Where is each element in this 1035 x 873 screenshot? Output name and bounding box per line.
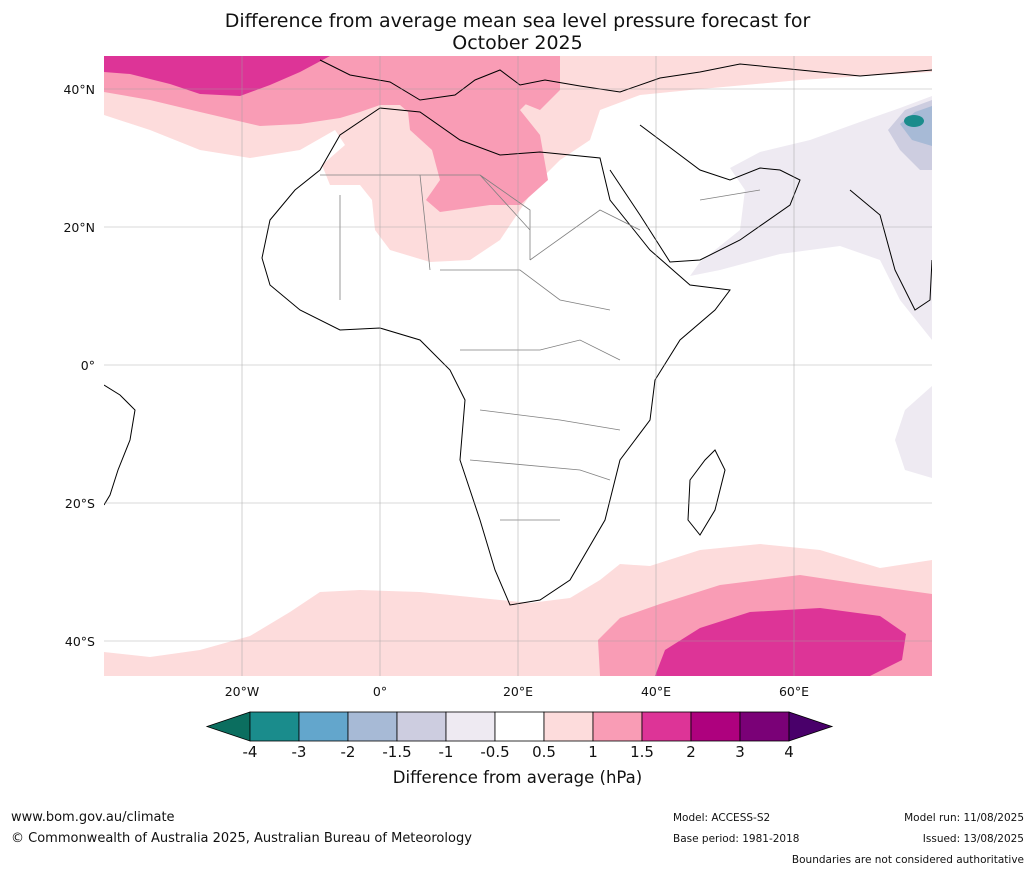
colorbar-tick-label: 1.5 [630,743,654,761]
footer-model: Model: ACCESS-S2 [673,812,771,824]
madagascar-coastline [687,449,726,536]
anomaly-contour-1.5-2-north [104,56,330,96]
anomaly-contour-1-1.5-north [104,56,560,212]
chart-title: Difference from average mean sea level p… [0,10,1035,54]
eurasia-coastline [319,59,932,101]
title-line-2: October 2025 [452,32,583,54]
colorbar-tick-label: 3 [735,743,745,761]
colorbar-segment [641,711,692,742]
footer-boundaries-note: Boundaries are not considered authoritat… [791,854,1024,866]
africa-coastline [261,107,731,606]
colorbar-segment [298,711,349,742]
colorbar-tick-label: -0.5 [480,743,510,761]
colorbar-segment [543,711,594,742]
lon-label-40e: 40°E [640,684,672,699]
colorbar-segment [494,711,545,742]
anomaly-contour-neg-0.5-1-indian [895,386,932,478]
south-america-coastline [104,384,136,506]
colorbar-tick-label: 2 [686,743,696,761]
colorbar-tick-label: -4 [242,743,258,761]
footer-copyright: © Commonwealth of Australia 2025, Austra… [11,831,472,846]
lat-label-20n: 20°N [63,220,95,235]
footer-model-run: Model run: 11/08/2025 [904,812,1024,824]
colorbar-segment [347,711,398,742]
lat-label-0: 0° [80,358,95,373]
lon-label-20w: 20°W [224,684,260,699]
arabia-coastline [609,124,801,263]
colorbar-tick-label: -3 [291,743,307,761]
country-borders [320,174,761,521]
colorbar-tick-label: 1 [588,743,598,761]
lon-label-0: 0° [372,684,388,699]
colorbar-segment [396,711,447,742]
lat-label-40n: 40°N [63,82,95,97]
colorbar-segment [690,711,741,742]
colorbar-label: Difference from average (hPa) [392,768,643,787]
footer-website[interactable]: www.bom.gov.au/climate [11,810,175,825]
footer-issued: Issued: 13/08/2025 [922,833,1024,845]
title-line-1: Difference from average mean sea level p… [224,10,811,32]
colorbar-segment [249,711,300,742]
gridlines [104,56,932,676]
anomaly-contour-1-1.5-mediterranean [380,56,560,110]
lon-label-20e: 20°E [502,684,534,699]
colorbar-tick-label: 0.5 [532,743,556,761]
colorbar-over-arrow [788,711,834,742]
anomaly-contour-1.5-2-south [655,608,906,676]
anomaly-contour-neg-3-east [904,115,924,127]
india-coastline [849,189,932,311]
colorbar-segment [739,711,790,742]
lat-label-20s: 20°S [64,496,95,511]
anomaly-contour-neg-0.5-1-east [690,96,932,340]
colorbar-under-arrow [205,711,251,742]
colorbar-segment [592,711,643,742]
colorbar-tick-label: -1 [438,743,454,761]
colorbar-tick-label: 4 [784,743,794,761]
lon-label-60e: 60°E [778,684,810,699]
colorbar-tick-label: -1.5 [382,743,412,761]
lat-label-40s: 40°S [64,634,95,649]
footer-base-period: Base period: 1981-2018 [673,833,800,845]
colorbar-tick-label: -2 [340,743,356,761]
map-area [104,56,932,676]
colorbar-segment [445,711,496,742]
